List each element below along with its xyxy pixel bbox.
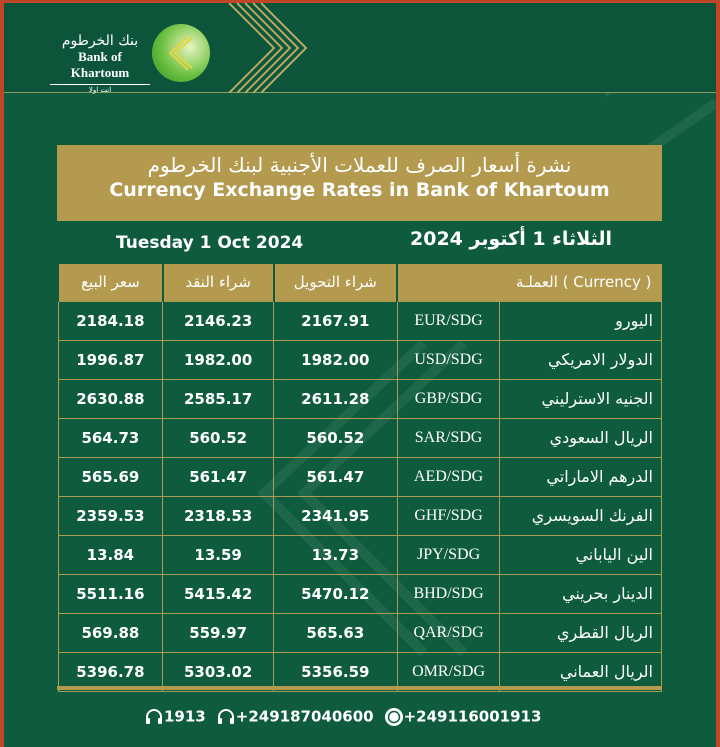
- table-row: 2184.18 2146.23 2167.91 EUR/SDG اليورو: [57, 300, 662, 341]
- cell-name: الدينار بحريني: [499, 573, 662, 614]
- cell-code: QAR/SDG: [396, 612, 501, 653]
- cell-code: EUR/SDG: [396, 300, 501, 341]
- cell-transfer: 1982.00: [273, 339, 398, 380]
- cell-cash: 559.97: [162, 612, 274, 653]
- cell-sell: 2630.88: [57, 378, 164, 419]
- cell-sell: 565.69: [57, 456, 164, 497]
- logo-english: Bank of Khartoum: [70, 49, 130, 80]
- table-header-row: سعر البيع شراء النقد شراء التحويل العملـ…: [57, 264, 662, 301]
- cell-transfer: 561.47: [273, 456, 398, 497]
- cell-code: GBP/SDG: [396, 378, 501, 419]
- cell-cash: 561.47: [162, 456, 274, 497]
- cell-code: GHF/SDG: [396, 495, 501, 536]
- cell-code: USD/SDG: [396, 339, 501, 380]
- cell-transfer: 2167.91: [273, 300, 398, 341]
- rates-table: سعر البيع شراء النقد شراء التحويل العملـ…: [57, 264, 662, 692]
- cell-cash: 2585.17: [162, 378, 274, 419]
- headset-icon: [217, 709, 234, 724]
- cell-code: JPY/SDG: [396, 534, 501, 575]
- header-currency: العملـة ( Currency ): [396, 264, 662, 301]
- cell-transfer: 565.63: [273, 612, 398, 653]
- cell-name: الريال العماني: [499, 651, 662, 692]
- table-row: 564.73 560.52 560.52 SAR/SDG الريال السعودي: [57, 417, 662, 458]
- cell-cash: 5303.02: [162, 651, 274, 692]
- title-banner: نشرة أسعار الصرف للعملات الأجنبية لبنك ا…: [57, 145, 662, 221]
- logo-arabic: بنك الخرطوم: [61, 33, 139, 49]
- cell-sell: 5511.16: [57, 573, 164, 614]
- cell-cash: 5415.42: [162, 573, 274, 614]
- header-band: بنك الخرطوم Bank of Khartoum انت اولا: [4, 3, 716, 94]
- chevron-decoration: [228, 3, 308, 93]
- bank-logo: بنك الخرطوم Bank of Khartoum انت اولا: [50, 33, 150, 94]
- cell-name: الجنيه الاسترليني: [499, 378, 662, 419]
- whatsapp-number: +249116001913: [403, 707, 542, 726]
- cell-code: BHD/SDG: [396, 573, 501, 614]
- cell-cash: 560.52: [162, 417, 274, 458]
- date-english: Tuesday 1 Oct 2024: [116, 233, 304, 253]
- header-transfer: شراء التحويل: [272, 264, 398, 301]
- cell-sell: 2184.18: [57, 300, 164, 341]
- header-sell: سعر البيع: [57, 264, 163, 301]
- cell-sell: 564.73: [57, 417, 164, 458]
- table-row: 569.88 559.97 565.63 QAR/SDG الريال القطري: [57, 612, 662, 653]
- logo-tagline: انت اولا: [50, 84, 150, 94]
- cell-name: الريال السعودي: [499, 417, 662, 458]
- cell-sell: 1996.87: [57, 339, 164, 380]
- cell-transfer: 2341.95: [273, 495, 398, 536]
- title-arabic: نشرة أسعار الصرف للعملات الأجنبية لبنك ا…: [147, 153, 572, 177]
- cell-name: الريال القطري: [499, 612, 662, 653]
- cell-transfer: 13.73: [273, 534, 398, 575]
- table-row: 5511.16 5415.42 5470.12 BHD/SDG الدينار بحري…: [57, 573, 662, 614]
- headset-icon: [146, 709, 162, 724]
- table-row: 2630.88 2585.17 2611.28 GBP/SDG الجنيه الاست…: [57, 378, 662, 419]
- cell-name: الدرهم الاماراتي: [499, 456, 662, 497]
- cell-cash: 13.59: [162, 534, 274, 575]
- cell-name: اليورو: [499, 300, 662, 341]
- table-row: 13.84 13.59 13.73 JPY/SDG الين الياباني: [57, 534, 662, 575]
- cell-name: الدولار الامريكي: [499, 339, 662, 380]
- whatsapp-icon: [384, 708, 403, 726]
- cell-sell: 5396.78: [57, 651, 164, 692]
- cell-sell: 13.84: [57, 534, 164, 575]
- cell-transfer: 560.52: [273, 417, 398, 458]
- hotline: 1913: [144, 707, 206, 727]
- cell-transfer: 2611.28: [273, 378, 398, 419]
- cell-code: AED/SDG: [396, 456, 501, 497]
- date-arabic: الثلاثاء 1 أكتوبر 2024: [410, 228, 612, 250]
- cell-transfer: 5356.59: [273, 651, 398, 692]
- cell-name: الين الياباني: [499, 534, 662, 575]
- cell-code: SAR/SDG: [396, 417, 501, 458]
- table-row: 1996.87 1982.00 1982.00 USD/SDG الدولار الام…: [57, 339, 662, 380]
- table-bottom-rule: [57, 686, 662, 690]
- table-row: 2359.53 2318.53 2341.95 GHF/SDG الفرنك السوي…: [57, 495, 662, 536]
- contact-footer: 1913 +249187040600 +249116001913: [144, 707, 541, 727]
- phone: +249187040600: [216, 707, 374, 727]
- cell-name: الفرنك السويسري: [499, 495, 662, 536]
- cell-cash: 2318.53: [162, 495, 274, 536]
- cell-cash: 1982.00: [162, 339, 274, 380]
- cell-cash: 2146.23: [162, 300, 274, 341]
- phone-number: +249187040600: [235, 707, 374, 726]
- rates-poster: بنك الخرطوم Bank of Khartoum انت اولا نش…: [4, 3, 716, 747]
- hotline-number: 1913: [164, 707, 206, 726]
- title-english: Currency Exchange Rates in Bank of Khart…: [109, 179, 610, 201]
- header-cash: شراء النقد: [161, 264, 274, 301]
- whatsapp: +249116001913: [384, 707, 542, 727]
- table-row: 5396.78 5303.02 5356.59 OMR/SDG الريال العما…: [57, 651, 662, 692]
- logo-emblem-icon: [152, 24, 210, 82]
- cell-sell: 569.88: [57, 612, 164, 653]
- cell-code: OMR/SDG: [396, 651, 501, 692]
- table-row: 565.69 561.47 561.47 AED/SDG الدرهم الامارات…: [57, 456, 662, 497]
- cell-transfer: 5470.12: [273, 573, 398, 614]
- cell-sell: 2359.53: [57, 495, 164, 536]
